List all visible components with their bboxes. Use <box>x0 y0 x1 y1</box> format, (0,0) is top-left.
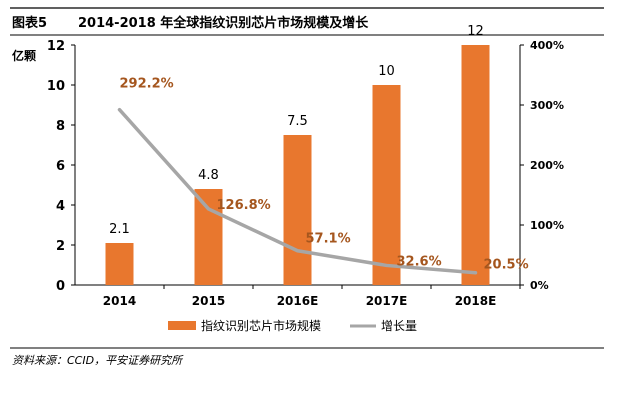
bar-value-label: 10 <box>378 64 395 79</box>
growth-value-label: 32.6% <box>397 254 442 269</box>
legend-line-label: 增长量 <box>381 319 417 333</box>
bar-value-label: 7.5 <box>287 114 308 129</box>
y-left-tick-label: 4 <box>56 199 65 214</box>
legend-bar-label: 指纹识别芯片市场规模 <box>201 318 321 333</box>
bar-value-label: 12 <box>467 24 484 39</box>
bar <box>283 135 312 285</box>
bar <box>105 243 134 285</box>
x-tick-label: 2015 <box>192 294 225 308</box>
chart-title: 2014-2018 年全球指纹识别芯片市场规模及增长 <box>78 15 369 31</box>
y-right-tick-label: 300% <box>530 99 564 112</box>
y-right-tick-label: 400% <box>530 39 564 52</box>
axis-ticks: 0 2 4 6 8 10 12 0% 100% 200% 300% 400% 2014 2015 2016E… <box>47 39 564 308</box>
growth-value-label: 292.2% <box>120 77 174 92</box>
y-right-tick-label: 200% <box>530 159 564 172</box>
bar <box>372 85 401 285</box>
figure-label: 图表5 <box>12 15 47 31</box>
bar-series <box>105 45 490 285</box>
legend-bar-swatch <box>168 321 196 330</box>
x-tick-label: 2016E <box>277 294 319 308</box>
growth-line <box>117 107 478 275</box>
y-left-tick-label: 8 <box>56 119 65 134</box>
y-left-tick-label: 2 <box>56 239 65 254</box>
line-series <box>117 107 478 275</box>
growth-value-label: 20.5% <box>484 258 529 273</box>
x-tick-label: 2018E <box>455 294 497 308</box>
y-left-tick-label: 12 <box>47 39 65 54</box>
bar-value-label: 4.8 <box>198 168 219 183</box>
legend: 指纹识别芯片市场规模 增长量 <box>168 318 417 333</box>
y-right-tick-label: 0% <box>530 279 549 292</box>
source-note: 资料来源：CCID，平安证券研究所 <box>12 354 184 367</box>
y-axis-left-label: 亿颗 <box>12 48 36 63</box>
bar <box>194 189 223 285</box>
y-right-tick-label: 100% <box>530 219 564 232</box>
growth-value-label: 126.8% <box>217 198 271 213</box>
x-tick-label: 2017E <box>366 294 408 308</box>
y-left-tick-label: 6 <box>56 159 65 174</box>
y-left-tick-label: 0 <box>56 279 65 294</box>
bar-value-label: 2.1 <box>109 222 130 237</box>
data-labels: 2.1 4.8 7.5 10 12 292.2% 126.8% 57.1% 32.6% 20.5% <box>109 24 528 273</box>
x-tick-label: 2014 <box>103 294 136 308</box>
bar <box>461 45 490 285</box>
growth-value-label: 57.1% <box>306 232 351 247</box>
y-left-tick-label: 10 <box>47 79 65 94</box>
